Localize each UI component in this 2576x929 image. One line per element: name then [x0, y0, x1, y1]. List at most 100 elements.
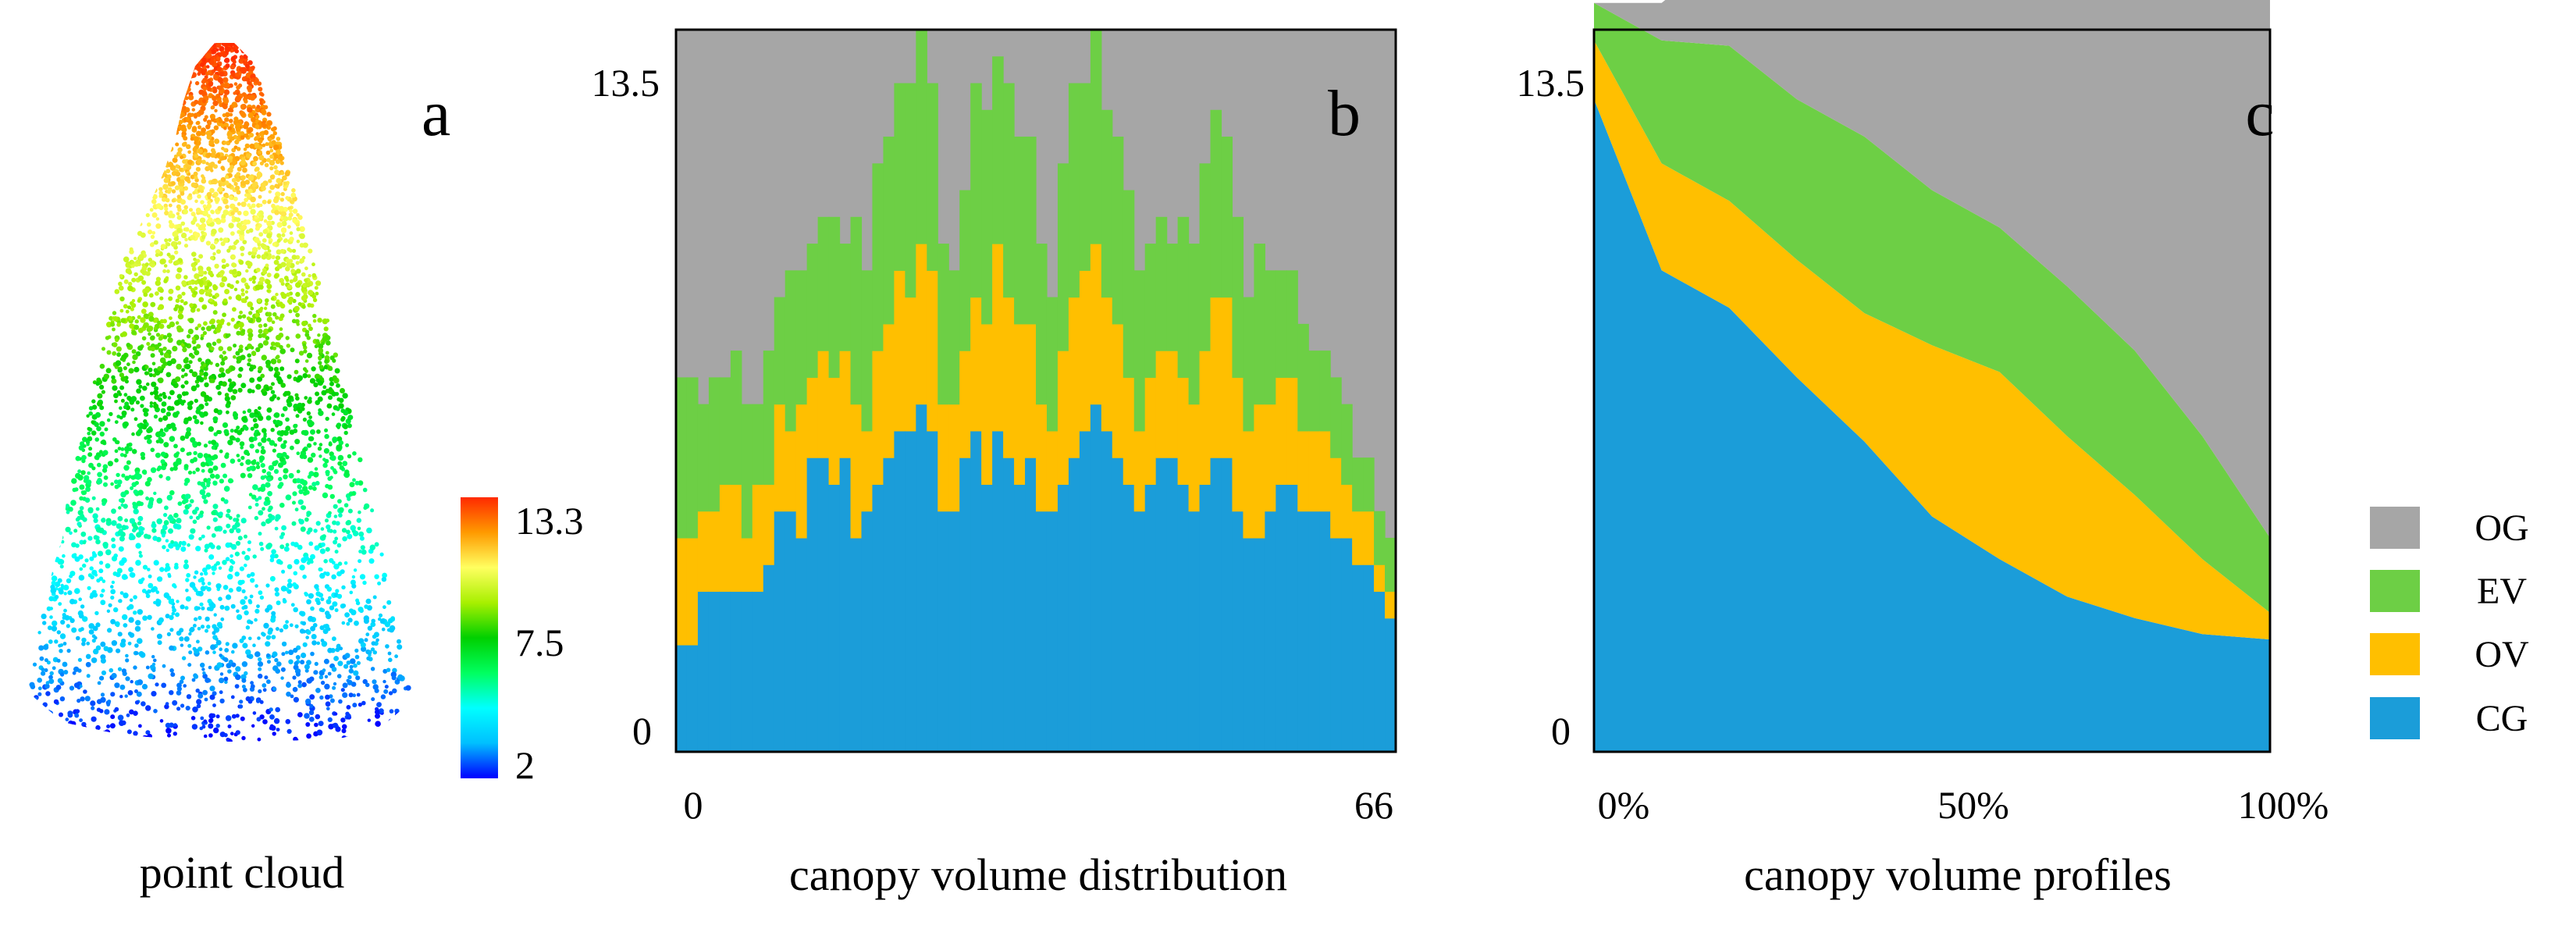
panel-c-ytick-max: 13.5 [1517, 61, 1585, 105]
panel-b-cell-ov-54 [1265, 404, 1276, 512]
panel-b-cell-ev-33 [1036, 244, 1048, 405]
panel-b-cell-ev-40 [1112, 137, 1124, 325]
panel-b-cell-ev-44 [1155, 216, 1168, 351]
panel-b-cell-cg-40 [1112, 457, 1124, 753]
panel-b-cell-ov-64 [1374, 564, 1386, 593]
panel-b-cell-ov-42 [1133, 430, 1146, 512]
panel-b-cell-ov-6 [741, 537, 753, 593]
panel-b-cell-ov-62 [1352, 511, 1364, 565]
panel-b-cell-ev-38 [1090, 30, 1102, 244]
panel-b-cell-ev-49 [1210, 109, 1222, 298]
point-cloud-tree [23, 43, 421, 742]
panel-b-cell-cg-17 [861, 511, 873, 753]
panel-b-cell-ov-49 [1210, 297, 1222, 458]
panel-b-cell-cg-31 [1014, 484, 1026, 753]
panel-b-cell-cg-57 [1297, 511, 1309, 753]
panel-b-cell-cg-1 [686, 644, 699, 753]
panel-b-cell-cg-64 [1374, 591, 1386, 753]
panel-b-cell-ov-48 [1199, 351, 1212, 486]
panel-c-xtick-0: 0% [1598, 783, 1650, 827]
panel-b-xtick-min: 0 [684, 783, 703, 827]
panel-b-cell-ov-12 [806, 377, 819, 458]
panel-b-cell-ov-24 [938, 404, 949, 512]
panel-b-cell-ov-38 [1090, 244, 1102, 405]
panel-b-cell-ev-1 [686, 377, 699, 539]
panel-b-cell-cg-15 [839, 457, 852, 753]
panel-b-cell-ov-33 [1036, 404, 1048, 512]
panel-b-cell-cg-50 [1221, 457, 1233, 753]
panel-b-cell-ev-4 [719, 377, 731, 486]
panel-b-cell-cg-60 [1330, 537, 1342, 753]
panel-b-cell-cg-19 [883, 457, 895, 753]
panel-b-cell-ev-27 [970, 83, 982, 298]
panel-b-cell-cg-24 [938, 511, 949, 753]
panel-b-cell-ov-1 [686, 537, 699, 646]
panel-b-xtick-max: 66 [1354, 783, 1393, 827]
panel-b-cell-cg-28 [981, 484, 993, 753]
panel-c-frame [1592, 28, 2272, 753]
panel-b-cell-cg-34 [1046, 511, 1059, 753]
panel-b-cell-ev-63 [1363, 457, 1375, 512]
panel-c-band-cg [1594, 99, 2270, 753]
panel-b-cell-ev-7 [752, 404, 764, 486]
legend: OG EV OV CG [2370, 507, 2529, 739]
panel-b-cell-ov-8 [763, 484, 775, 565]
panel-b-cell-ev-61 [1341, 404, 1353, 486]
panel-b-cell-ov-46 [1177, 377, 1190, 486]
panel-b-cell-cg-9 [774, 511, 786, 753]
panel-b-cell-ev-0 [676, 377, 688, 539]
panel-b-cell-ev-18 [872, 163, 884, 351]
panel-b-cell-cg-56 [1286, 484, 1298, 753]
panel-b-cell-ov-18 [872, 351, 884, 486]
panel-b-cell-cg-47 [1188, 511, 1201, 753]
panel-b-cell-cg-58 [1308, 511, 1320, 753]
panel-b-cell-cg-10 [785, 511, 797, 753]
panel-b-cell-ov-40 [1112, 323, 1124, 458]
panel-b-cell-ev-32 [1025, 137, 1037, 325]
panel-b-cell-ev-25 [948, 270, 960, 405]
colorbar-mid-label: 7.5 [515, 621, 564, 664]
panel-b-cell-ov-44 [1155, 351, 1168, 458]
panel-b-cell-ev-10 [785, 270, 797, 432]
panel-b-cell-ev-34 [1046, 297, 1059, 432]
panel-b-cell-cg-32 [1025, 457, 1037, 753]
panel-b-cell-ev-41 [1123, 190, 1135, 378]
panel-b-cell-cg-27 [970, 430, 982, 753]
panel-b-cell-ev-13 [817, 216, 830, 351]
panel-b-cell-cg-43 [1144, 484, 1157, 753]
panel-b-cell-ev-26 [959, 190, 971, 351]
panel-b-cell-cg-33 [1036, 511, 1048, 753]
panel-b-cell-ov-63 [1363, 511, 1375, 565]
panel-b-cell-ev-11 [795, 270, 808, 405]
panel-b-cell-ev-24 [938, 244, 949, 405]
panel-c-caption: canopy volume profiles [1744, 849, 2172, 900]
panel-b-cell-ev-46 [1177, 216, 1190, 378]
panel-b-cell-ov-56 [1286, 377, 1298, 486]
panel-b-cell-ev-37 [1079, 83, 1091, 271]
panel-b-cell-cg-16 [850, 537, 863, 753]
panel-b-cell-ev-57 [1297, 323, 1309, 432]
panel-b-cell-ov-31 [1014, 323, 1026, 486]
panel-b-cell-cg-26 [959, 457, 971, 753]
panel-b-cell-ev-22 [916, 30, 927, 244]
panel-b-cell-cg-14 [828, 484, 841, 753]
panel-b-cell-cg-38 [1090, 404, 1102, 753]
panel-b-cell-cg-51 [1232, 511, 1244, 753]
panel-b-cell-ov-15 [839, 351, 852, 458]
panel-b-cell-cg-53 [1254, 537, 1265, 753]
panel-b-cell-cg-12 [806, 457, 819, 753]
panel-b-cell-ov-35 [1057, 351, 1069, 486]
panel-b-cell-cg-22 [916, 404, 927, 753]
panel-b-cell-ov-5 [730, 484, 742, 593]
panel-b-cell-ov-26 [959, 351, 971, 458]
colorbar-max-label: 13.3 [515, 499, 584, 543]
panel-c-band-og [1594, 0, 2270, 538]
panel-b-cell-ev-50 [1221, 137, 1233, 298]
panel-b-cell-ev-14 [828, 216, 841, 378]
panel-b-heatmap [676, 30, 1397, 753]
panel-b-cell-cg-41 [1123, 484, 1135, 753]
panel-c-ytick-min: 0 [1551, 709, 1571, 753]
panel-a-letter: a [422, 77, 450, 150]
panel-b-cell-ov-39 [1101, 297, 1113, 432]
